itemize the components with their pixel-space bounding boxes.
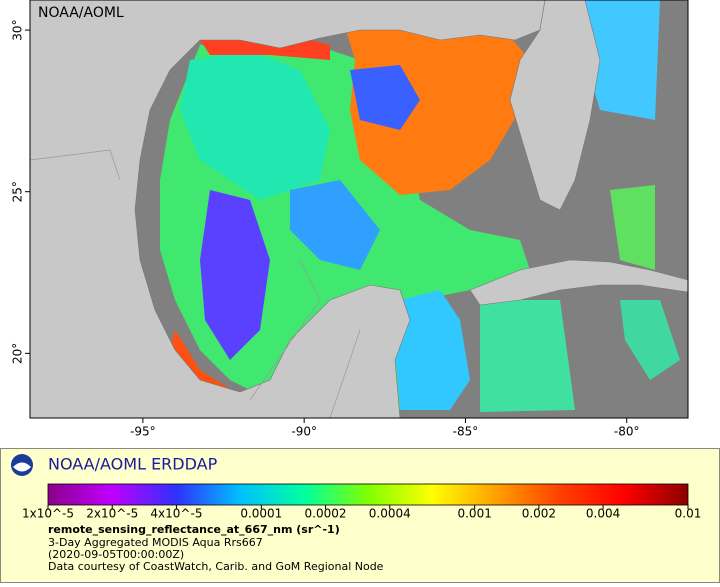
data-swath	[340, 5, 530, 195]
info-line: 3-Day Aggregated MODIS Aqua Rrs667	[48, 536, 263, 549]
land	[469, 259, 688, 306]
axes: -95° -90° -85° -80° 20° 25° 30°	[11, 19, 640, 438]
legend-title: NOAA/AOML ERDDAP	[48, 455, 218, 474]
data-swath	[290, 180, 380, 270]
land	[509, 0, 601, 211]
data-swath	[395, 290, 470, 410]
x-tick-label: -95°	[130, 425, 156, 439]
colorbar-tick-label: 0.0004	[369, 507, 411, 521]
colorbar-tick-label: 0.0002	[305, 507, 347, 521]
colorbar-tick-label: 1x10^-5	[22, 507, 74, 521]
data-swath	[580, 0, 660, 120]
colorbar-tick-label: 0.004	[586, 507, 620, 521]
data-swath	[180, 50, 330, 200]
info-line: (2020-09-05T00:00:00Z)	[48, 548, 184, 561]
colorbar-tick-label: 0.01	[675, 507, 702, 521]
legend-panel	[0, 448, 720, 583]
y-tick-label: 30°	[11, 19, 25, 40]
data-swath	[350, 65, 420, 130]
border	[30, 149, 361, 418]
y-tick-label: 20°	[11, 343, 25, 364]
info-line: Data courtesy of CoastWatch, Carib. and …	[48, 560, 384, 573]
colorbar	[47, 483, 689, 506]
colorbar-tick-label: 4x10^-5	[150, 507, 202, 521]
map	[30, 0, 688, 418]
colorbar-tick-label: 0.0001	[240, 507, 282, 521]
x-tick-label: -90°	[291, 425, 317, 439]
data-swath	[200, 190, 270, 360]
data-swath	[610, 185, 655, 270]
land	[30, 0, 546, 418]
colorbar-tick-label: 0.001	[457, 507, 491, 521]
variable-name: remote_sensing_reflectance_at_667_nm (sr…	[48, 523, 340, 536]
map-label: NOAA/AOML	[38, 5, 124, 21]
x-tick-label: -80°	[614, 425, 640, 439]
noaa-logo-wave	[13, 462, 31, 472]
colorbar-tick-label: 2x10^-5	[86, 507, 138, 521]
data-swath	[480, 300, 575, 412]
map-frame	[29, 0, 689, 419]
x-tick-label: -85°	[453, 425, 479, 439]
colorbar-tick-label: 0.002	[522, 507, 556, 521]
y-tick-label: 25°	[11, 181, 25, 202]
data-swath	[620, 300, 680, 380]
